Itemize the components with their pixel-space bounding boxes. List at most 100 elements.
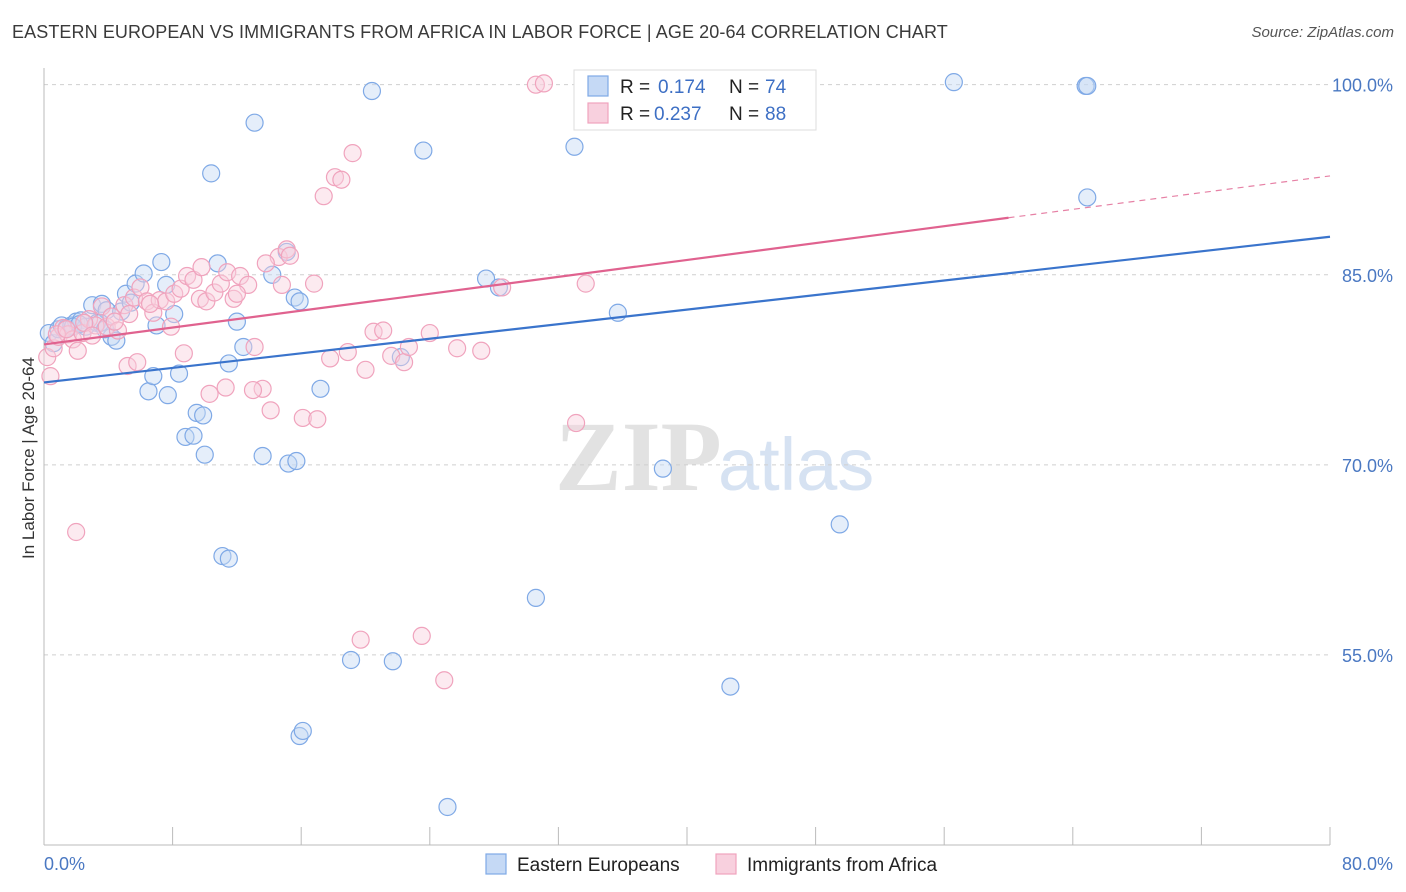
stats-r-value-1: 0.237 — [654, 104, 702, 125]
point-immigrant-africa — [200, 384, 219, 403]
point-eastern-european — [158, 386, 177, 405]
stats-swatch-eastern-europeans — [587, 75, 609, 97]
y-tick-label: 55.0% — [1342, 646, 1393, 666]
stats-r-label-1: R = — [620, 104, 650, 125]
x-tick-label-max: 80.0% — [1342, 854, 1393, 874]
point-immigrant-africa — [192, 258, 211, 277]
axes — [43, 68, 1331, 846]
point-immigrant-africa — [338, 342, 357, 362]
point-immigrant-africa — [243, 380, 263, 400]
legend-label-eastern-europeans: Eastern Europeans — [517, 855, 680, 876]
point-immigrant-africa — [261, 401, 280, 420]
y-tick-label: 85.0% — [1342, 266, 1393, 286]
point-eastern-european — [526, 588, 545, 607]
point-immigrant-africa — [83, 326, 102, 345]
point-immigrant-africa — [105, 312, 124, 331]
point-eastern-european — [152, 252, 171, 272]
point-immigrant-africa — [205, 283, 224, 302]
point-immigrant-africa — [493, 278, 512, 297]
point-immigrant-africa — [394, 353, 414, 372]
point-immigrant-africa — [374, 321, 393, 340]
stats-n-label-1: N = — [729, 104, 759, 125]
x-tick-label-min: 0.0% — [44, 854, 85, 874]
point-immigrant-africa — [174, 344, 193, 363]
point-eastern-european — [227, 312, 246, 331]
point-eastern-european — [195, 445, 214, 464]
point-immigrant-africa — [272, 275, 292, 294]
point-immigrant-africa — [435, 671, 454, 690]
point-immigrant-africa — [280, 246, 300, 265]
point-immigrant-africa — [534, 74, 554, 93]
point-immigrant-africa — [224, 289, 243, 308]
point-immigrant-africa — [216, 378, 235, 397]
legend-label-immigrants-from-africa: Immigrants from Africa — [747, 855, 937, 876]
gridlines — [44, 84, 1330, 656]
stats-n-value-1: 88 — [765, 104, 786, 125]
point-immigrant-africa — [245, 337, 264, 357]
point-eastern-european — [341, 650, 361, 670]
point-eastern-european — [293, 721, 312, 741]
point-eastern-european — [194, 406, 213, 425]
trend-line-0 — [43, 235, 1331, 384]
point-eastern-european — [362, 81, 382, 101]
legend-swatch-immigrants-from-africa — [715, 853, 737, 875]
point-immigrant-africa — [332, 170, 351, 189]
source-label: Source: ZipAtlas.com — [1251, 24, 1394, 41]
point-immigrant-africa — [566, 413, 586, 433]
bottom-legend: Eastern Europeans Immigrants from Africa — [485, 853, 937, 876]
point-immigrant-africa — [120, 304, 139, 324]
point-eastern-european — [438, 797, 457, 817]
x-tick-labels: 0.0% 80.0% — [44, 854, 1393, 874]
point-eastern-european — [653, 459, 672, 478]
point-eastern-european — [290, 292, 309, 311]
y-axis-label: In Labor Force | Age 20-64 — [19, 357, 38, 559]
trend-line-extension-1 — [1008, 175, 1331, 219]
point-eastern-european — [219, 354, 238, 373]
point-immigrant-africa — [314, 187, 333, 206]
point-immigrant-africa — [448, 339, 467, 358]
trend-line-1 — [43, 216, 1009, 346]
point-eastern-european — [83, 296, 102, 315]
point-immigrant-africa — [227, 284, 246, 303]
point-eastern-european — [565, 137, 584, 156]
point-eastern-european — [219, 549, 238, 568]
point-immigrant-africa — [308, 410, 327, 429]
point-eastern-european — [830, 515, 849, 534]
point-eastern-european — [144, 367, 163, 386]
point-immigrant-africa — [351, 630, 370, 649]
point-immigrant-africa — [118, 356, 137, 376]
point-immigrant-africa — [115, 296, 134, 315]
point-eastern-european — [721, 677, 740, 696]
point-immigrant-africa — [57, 320, 76, 339]
stats-r-label-0: R = — [620, 77, 650, 98]
point-eastern-european — [245, 113, 264, 132]
y-tick-label: 70.0% — [1342, 456, 1393, 476]
point-eastern-european — [1078, 76, 1097, 96]
point-immigrant-africa — [67, 522, 86, 542]
point-eastern-european — [383, 652, 402, 671]
point-eastern-european — [202, 164, 221, 183]
point-immigrant-africa — [412, 626, 431, 646]
point-immigrant-africa — [576, 274, 595, 293]
point-immigrant-africa — [211, 274, 230, 293]
point-immigrant-africa — [128, 353, 147, 372]
point-immigrant-africa — [256, 254, 275, 273]
watermark: ZIP atlas — [555, 401, 874, 512]
point-immigrant-africa — [343, 144, 362, 163]
point-immigrant-africa — [399, 337, 419, 357]
stats-r-value-0: 0.174 — [658, 77, 706, 98]
point-immigrant-africa — [472, 341, 491, 360]
trend-lines — [43, 175, 1331, 384]
point-immigrant-africa — [253, 379, 272, 398]
point-eastern-european — [944, 73, 963, 92]
point-eastern-european — [1078, 188, 1097, 207]
point-eastern-european — [253, 446, 272, 466]
point-eastern-european — [134, 264, 153, 283]
point-immigrant-africa — [140, 294, 160, 313]
chart-title: EASTERN EUROPEAN VS IMMIGRANTS FROM AFRI… — [12, 22, 948, 42]
point-immigrant-africa — [38, 348, 57, 367]
point-immigrant-africa — [321, 349, 340, 368]
watermark-zip: ZIP — [555, 401, 722, 512]
point-eastern-european — [287, 451, 306, 471]
stats-n-label-0: N = — [729, 77, 759, 98]
